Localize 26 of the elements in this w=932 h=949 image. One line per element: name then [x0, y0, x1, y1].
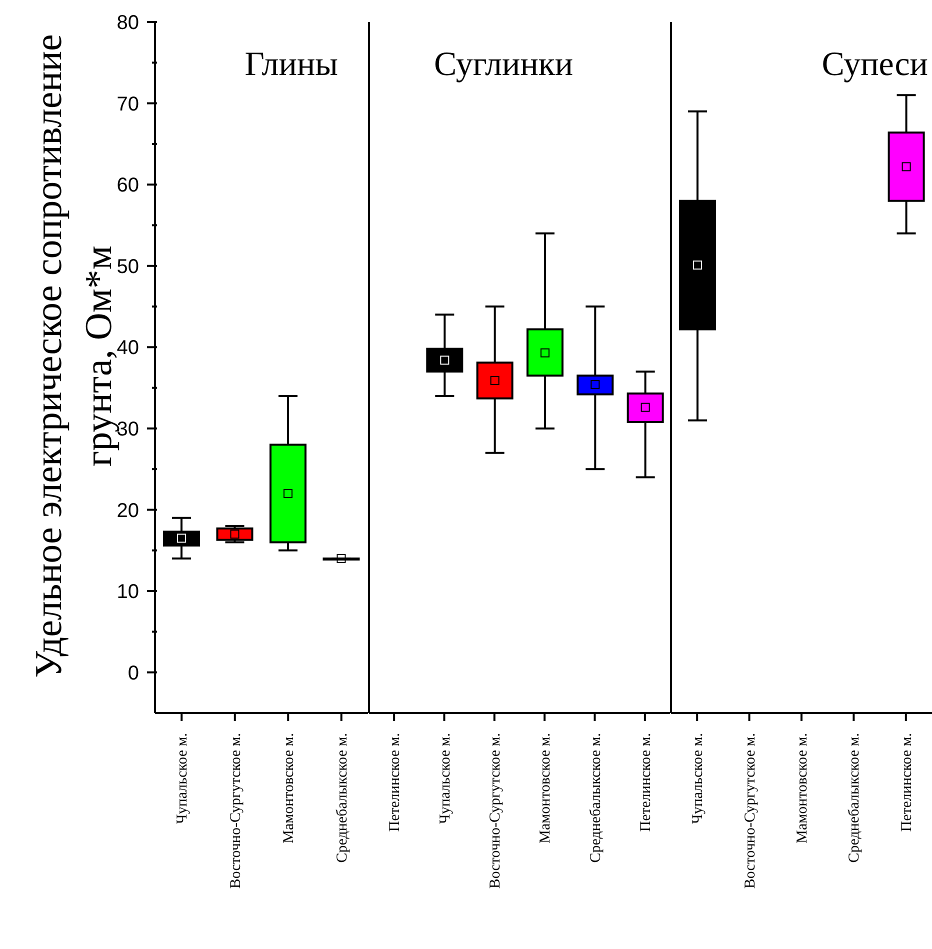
- y-tick-label: 0: [128, 662, 139, 684]
- y-tick-label: 20: [116, 500, 139, 522]
- text: Супеси: [822, 46, 928, 84]
- y-tick-label: 30: [116, 418, 139, 440]
- x-tick-label: Среднебалыкское м.: [846, 733, 863, 863]
- x-tick-label: Чупальское м.: [174, 733, 191, 824]
- x-tick-label: Восточно-Сургутское м.: [742, 733, 758, 889]
- x-tick-label: Восточно-Сургутское м.: [228, 733, 244, 889]
- x-tick-label: Мамонтовское м.: [281, 733, 298, 844]
- x-tick-label: Среднебалыкское м.: [588, 733, 604, 863]
- x-tick-label: Петелинское м.: [638, 733, 654, 832]
- x-tick-label: Восточно-Сургутское м.: [487, 733, 504, 889]
- x-tick-label: Мамонтовское м.: [794, 733, 810, 844]
- x-tick-label: Среднебалыкское м.: [334, 733, 350, 863]
- text: Глины: [244, 46, 338, 84]
- x-tick-label: Петелинское м.: [387, 733, 404, 832]
- x-tick-label: Мамонтовское м.: [538, 733, 554, 844]
- x-tick-label: Чупальское м.: [437, 733, 454, 824]
- y-tick-label: 10: [116, 581, 139, 604]
- x-tick-label: Петелинское м.: [898, 733, 915, 832]
- x-tick-label: Чупальское м.: [690, 733, 706, 824]
- y-tick-label: 80: [116, 12, 139, 34]
- y-tick-label: 50: [116, 256, 139, 278]
- y-tick-label: 60: [116, 174, 139, 197]
- y-tick-label: 70: [116, 93, 139, 116]
- text: Суглинки: [434, 46, 574, 84]
